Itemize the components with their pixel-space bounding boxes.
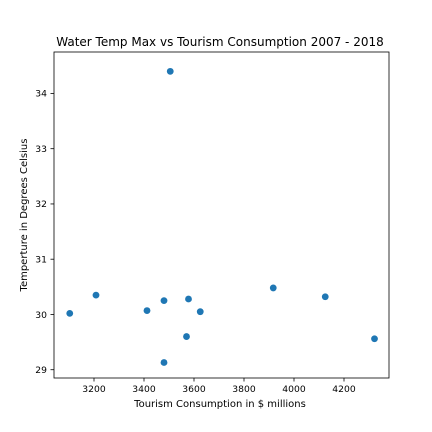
x-tick-label: 4200	[332, 384, 356, 395]
x-tick-label: 3600	[182, 384, 206, 395]
x-tick-label: 3200	[82, 384, 106, 395]
x-axis: 3200 3400 3600 3800 4000 4200	[82, 378, 356, 395]
y-tick-label: 34	[35, 89, 47, 100]
y-axis-label: Temperture in Degrees Celsius	[19, 139, 30, 293]
data-point	[183, 333, 190, 340]
x-tick-label: 4000	[282, 384, 306, 395]
data-point	[66, 309, 74, 317]
x-axis-label: Tourism Consumption in $ millions	[133, 399, 306, 410]
data-point	[269, 284, 277, 292]
y-tick-label: 29	[35, 365, 47, 376]
data-point	[92, 291, 100, 299]
x-tick-label: 3400	[132, 384, 156, 395]
data-point	[166, 67, 174, 75]
y-tick-label: 32	[35, 199, 47, 210]
x-tick-label: 3800	[232, 384, 256, 395]
data-point	[196, 308, 204, 316]
data-point	[160, 359, 168, 366]
plot-area	[53, 51, 390, 379]
data-point	[143, 307, 151, 314]
y-tick-label: 31	[35, 255, 47, 266]
data-point	[321, 293, 329, 301]
y-axis: 29 30 31 32 33 34	[35, 89, 54, 376]
data-point	[371, 335, 378, 343]
chart-title: Water Temp Max vs Tourism Consumption 20…	[56, 35, 383, 49]
y-tick-label: 33	[35, 144, 47, 155]
data-point	[185, 295, 192, 303]
data-point	[160, 297, 168, 305]
y-tick-label: 30	[35, 310, 47, 321]
data-points	[66, 67, 378, 366]
